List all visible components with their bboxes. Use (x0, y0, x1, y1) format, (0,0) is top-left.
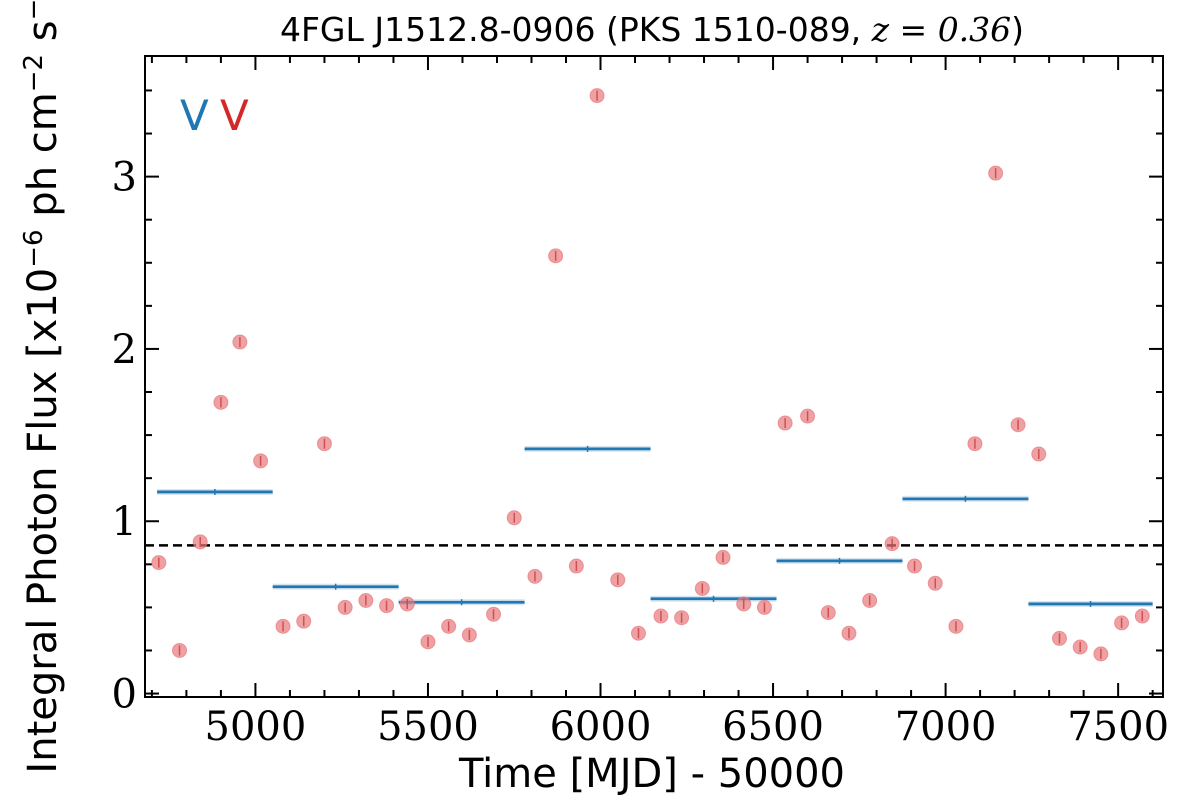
y-tick-label: 1 (112, 499, 137, 545)
y-tick-label: 3 (112, 155, 137, 201)
variability-marker: V (180, 91, 209, 140)
x-tick-label: 6000 (550, 704, 652, 750)
x-tick-label: 5500 (377, 704, 479, 750)
chart-title-close: ) (1011, 10, 1024, 49)
chart-title-main: 4FGL J1512.8-0906 (PKS 1510-089, (280, 10, 872, 49)
y-axis-label: Integral Photon Flux [x10−6 ph cm−2 s−1] (19, 0, 66, 774)
x-tick-label: 5000 (205, 704, 307, 750)
x-tick-label: 6500 (722, 704, 824, 750)
chart-title: 4FGL J1512.8-0906 (PKS 1510-089, z = 0.3… (280, 10, 1024, 49)
chart-title-redshift: z = 0.36 (871, 10, 1012, 49)
y-tick-label: 2 (112, 327, 137, 373)
x-tick-label: 7000 (895, 704, 997, 750)
svg-text:4FGL J1512.8-0906 (PKS 1510-08: 4FGL J1512.8-0906 (PKS 1510-089, z = 0.3… (280, 10, 1024, 49)
plot-frame (144, 55, 1164, 698)
x-axis-label: Time [MJD] - 50000 (458, 751, 845, 797)
svg-text:Integral Photon Flux [x10−6 ph: Integral Photon Flux [x10−6 ph cm−2 s−1] (19, 0, 66, 774)
variability-marker: V (220, 91, 249, 140)
y-tick-label: 0 (112, 672, 137, 718)
x-tick-label: 7500 (1067, 704, 1169, 750)
